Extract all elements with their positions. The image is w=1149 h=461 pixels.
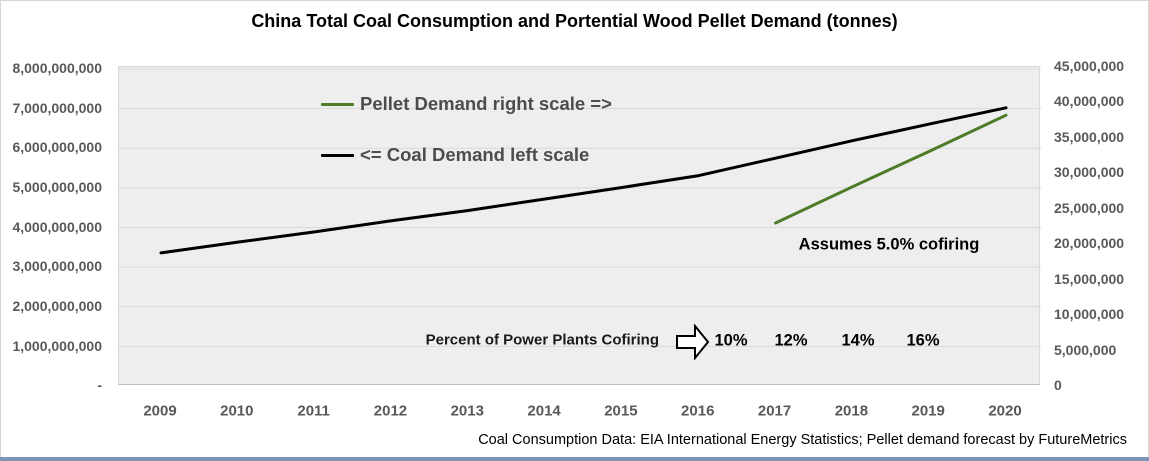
x-axis-tick-label: 2011 (297, 402, 330, 420)
left-axis-tick-label: 3,000,000,000 (12, 258, 102, 275)
x-axis-tick-label: 2019 (911, 402, 945, 420)
x-axis-tick-label: 2017 (757, 402, 792, 420)
cofiring-percent-2018: 12% (774, 331, 808, 350)
left-y-axis: 8,000,000,000 7,000,000,000 6,000,000,000 5… (0, 0, 110, 461)
coal-demand-line (159, 106, 1008, 255)
right-axis-tick-label: 30,000,000 (1054, 164, 1125, 181)
legend-pellet-label: Pellet Demand right scale => (360, 93, 612, 114)
plot-area: Pellet Demand right scale => <= Coal Dem… (118, 66, 1041, 385)
left-axis-tick-label: 7,000,000,000 (12, 99, 102, 116)
left-axis-tick-label: - (97, 377, 102, 394)
x-axis-tick-label: 2012 (373, 402, 408, 420)
left-axis-tick-label: 1,000,000,000 (12, 337, 102, 354)
x-axis-tick-label: 2015 (604, 402, 638, 420)
bottom-edge-bar (0, 457, 1149, 461)
legend-coal-label: <= Coal Demand left scale (360, 144, 590, 165)
pellet-demand-line (774, 113, 1008, 225)
right-axis-tick-label: 20,000,000 (1054, 235, 1125, 252)
x-axis-tick-label: 2020 (988, 402, 1022, 420)
x-axis-tick-label: 2009 (143, 402, 177, 420)
right-axis-tick-label: 35,000,000 (1054, 128, 1125, 145)
x-axis-tick-label: 2016 (681, 402, 715, 420)
right-axis-tick-label: 45,000,000 (1054, 58, 1125, 74)
x-axis-tick-label: 2010 (220, 402, 254, 420)
left-axis-tick-label: 5,000,000,000 (12, 178, 102, 195)
right-axis-tick-label: 40,000,000 (1054, 93, 1125, 110)
chart-canvas (119, 68, 1041, 347)
cofiring-percent-2017: 10% (714, 331, 748, 350)
legend-coal-demand: <= Coal Demand left scale (321, 144, 589, 166)
right-axis-tick-label: 10,000,000 (1054, 306, 1125, 323)
right-axis-tick-label: 25,000,000 (1054, 199, 1125, 216)
left-axis-tick-label: 6,000,000,000 (12, 139, 102, 156)
cofiring-assumption-annotation: Assumes 5.0% cofiring (798, 235, 980, 254)
chart-title: China Total Coal Consumption and Portent… (251, 11, 898, 31)
right-axis-tick-label: 0 (1054, 376, 1062, 393)
cofiring-percent-2020: 16% (906, 331, 940, 350)
cofiring-percent-2019: 14% (841, 331, 875, 350)
percent-cofiring-label: Percent of Power Plants Cofiring (425, 331, 659, 349)
x-axis-tick-label: 2014 (527, 402, 561, 420)
left-axis-tick-label: 8,000,000,000 (12, 60, 102, 76)
left-axis-tick-label: 4,000,000,000 (12, 218, 102, 235)
right-axis-tick-label: 5,000,000 (1054, 341, 1117, 358)
right-y-axis: 45,000,000 40,000,000 35,000,000 30,000,000… (1054, 0, 1149, 461)
block-right-arrow-icon (676, 324, 710, 360)
x-axis-tick-label: 2013 (450, 402, 484, 420)
legend-pellet-demand: Pellet Demand right scale => (321, 93, 612, 115)
source-note: Coal Consumption Data: EIA International… (478, 432, 1127, 448)
right-axis-tick-label: 15,000,000 (1054, 270, 1125, 287)
left-axis-tick-label: 2,000,000,000 (12, 297, 102, 314)
x-axis-tick-label: 2018 (834, 402, 869, 420)
pellet-line-swatch-icon (321, 102, 354, 106)
coal-line-swatch-icon (321, 153, 354, 157)
